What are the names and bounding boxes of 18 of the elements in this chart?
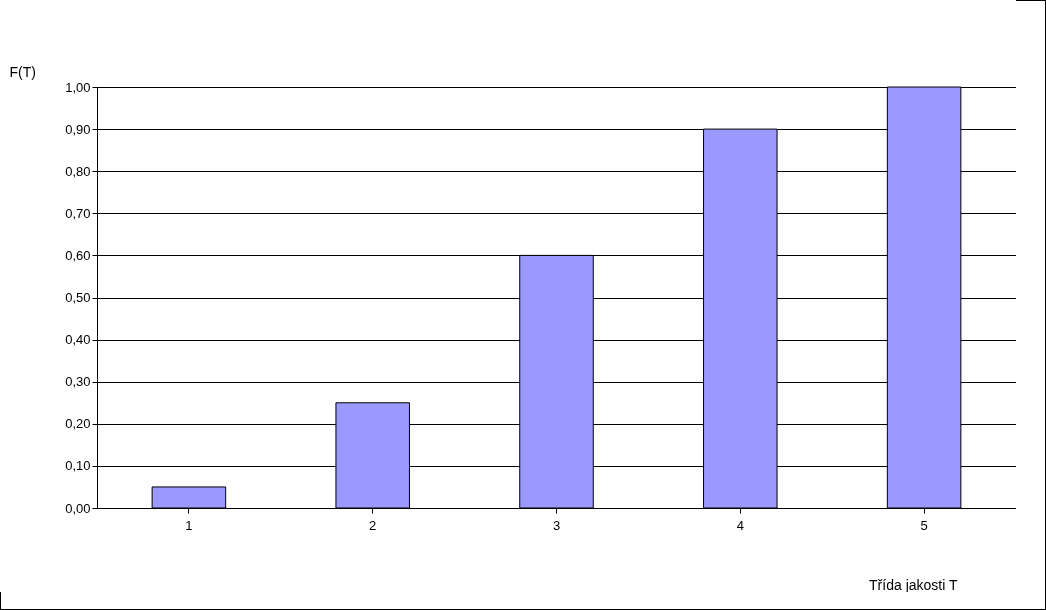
x-tick-label: 4 bbox=[736, 517, 744, 533]
y-tick-label: 0,30 bbox=[65, 374, 91, 390]
y-tick-label: 0,50 bbox=[65, 290, 91, 305]
x-axis-title: Třída jakosti T bbox=[869, 576, 958, 593]
y-tick-label: 1,00 bbox=[65, 79, 91, 95]
y-tick-label: 0,80 bbox=[65, 163, 91, 179]
y-tick-label: 0,90 bbox=[65, 121, 91, 137]
y-tick-label: 0,70 bbox=[65, 205, 91, 221]
x-tick-label: 2 bbox=[369, 517, 377, 533]
y-tick-label: 0,00 bbox=[65, 500, 91, 516]
y-tick-label: 0,10 bbox=[65, 458, 91, 474]
y-axis-title: F(T) bbox=[9, 63, 36, 80]
x-tick-label: 1 bbox=[185, 517, 193, 533]
y-tick-label: 0,20 bbox=[65, 416, 91, 432]
x-tick-label: 5 bbox=[920, 517, 928, 533]
y-tick-label: 0,40 bbox=[65, 332, 91, 348]
x-tick-label: 3 bbox=[552, 517, 561, 533]
y-tick-label: 0,60 bbox=[65, 247, 91, 263]
